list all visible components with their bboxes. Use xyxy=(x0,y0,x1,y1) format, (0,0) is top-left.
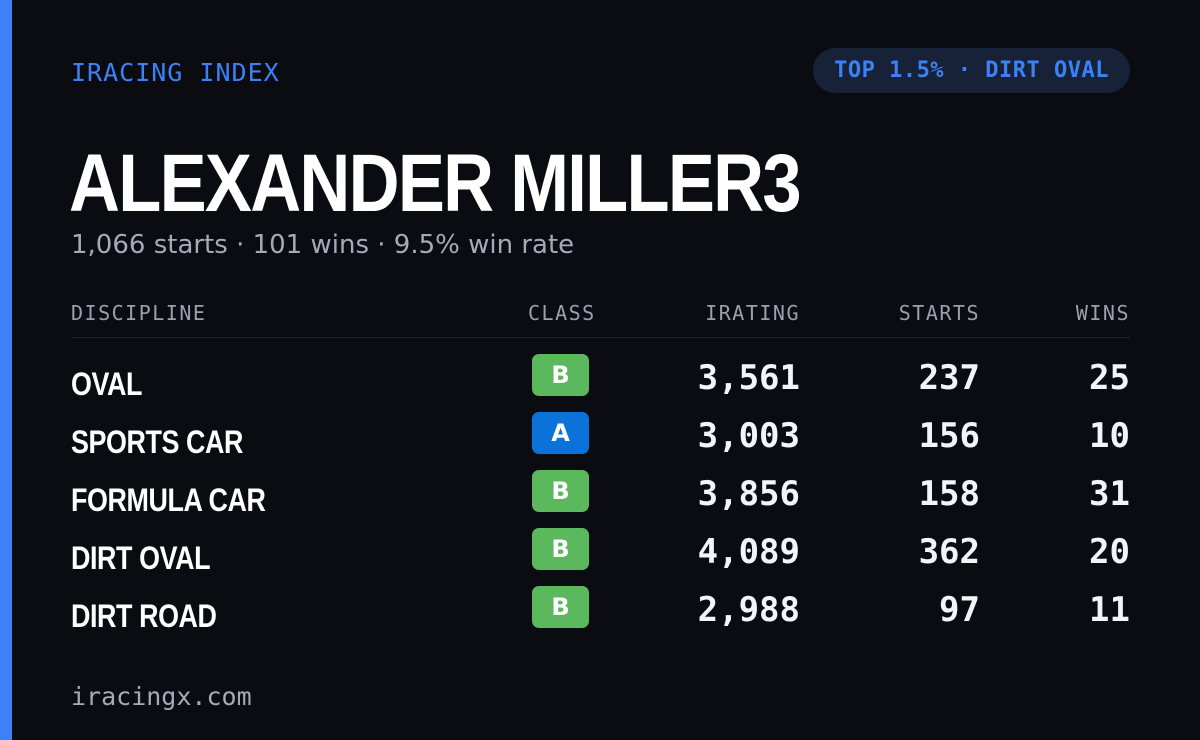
column-header-class: CLASS xyxy=(528,301,596,325)
driver-stats-line: 1,066 starts · 101 wins · 9.5% win rate xyxy=(71,230,575,260)
driver-name: ALEXANDER MILLER3 xyxy=(69,138,802,229)
table-row: DIRT OVAL B 4,089 362 20 xyxy=(71,524,1130,582)
starts-value: 237 xyxy=(918,358,980,398)
brand-label: IRACING INDEX xyxy=(71,58,280,87)
discipline-name: OVAL xyxy=(71,366,142,402)
irating-value: 3,003 xyxy=(697,416,800,456)
column-header-irating: IRATING xyxy=(705,301,800,325)
wins-value: 10 xyxy=(1089,416,1130,456)
starts-value: 97 xyxy=(939,590,980,630)
table-row: DIRT ROAD B 2,988 97 11 xyxy=(71,582,1130,640)
class-badge: B xyxy=(532,586,589,628)
irating-value: 4,089 xyxy=(697,532,800,572)
column-header-starts: STARTS xyxy=(898,301,980,325)
accent-bar xyxy=(0,0,12,740)
class-badge: B xyxy=(532,470,589,512)
table-header: DISCIPLINE CLASS IRATING STARTS WINS xyxy=(71,301,1130,338)
wins-value: 31 xyxy=(1089,474,1130,514)
discipline-name: FORMULA CAR xyxy=(71,482,266,518)
irating-value: 3,856 xyxy=(697,474,800,514)
starts-value: 156 xyxy=(918,416,980,456)
discipline-name: DIRT OVAL xyxy=(71,540,211,576)
wins-value: 25 xyxy=(1089,358,1130,398)
table-row: OVAL B 3,561 237 25 xyxy=(71,350,1130,408)
irating-value: 3,561 xyxy=(697,358,800,398)
discipline-name: DIRT ROAD xyxy=(71,598,217,634)
table-row: SPORTS CAR A 3,003 156 10 xyxy=(71,408,1130,466)
class-badge: A xyxy=(532,412,589,454)
column-header-wins: WINS xyxy=(1075,301,1130,325)
starts-value: 362 xyxy=(918,532,980,572)
class-badge: B xyxy=(532,354,589,396)
discipline-name: SPORTS CAR xyxy=(71,424,244,460)
column-header-discipline: DISCIPLINE xyxy=(71,301,207,325)
starts-value: 158 xyxy=(918,474,980,514)
table-row: FORMULA CAR B 3,856 158 31 xyxy=(71,466,1130,524)
wins-value: 20 xyxy=(1089,532,1130,572)
site-url: iracingx.com xyxy=(71,682,252,711)
irating-value: 2,988 xyxy=(697,590,800,630)
rank-badge: TOP 1.5% · DIRT OVAL xyxy=(813,48,1130,93)
class-badge: B xyxy=(532,528,589,570)
wins-value: 11 xyxy=(1089,590,1130,630)
discipline-table: OVAL B 3,561 237 25 SPORTS CAR A 3,003 1… xyxy=(71,350,1130,640)
